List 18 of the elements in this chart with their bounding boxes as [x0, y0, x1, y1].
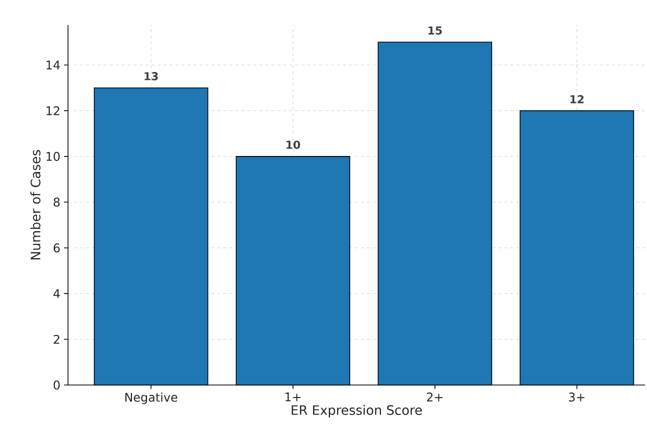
x-tick-label: 2+	[427, 392, 442, 402]
y-tick-label: 4	[53, 289, 60, 298]
y-tick-label: 12	[46, 106, 60, 116]
data-label: 15	[428, 26, 442, 35]
y-tick-label: 6	[54, 243, 60, 252]
data-label: 10	[286, 140, 300, 149]
y-tick-label: 8	[54, 198, 60, 207]
y-axis-title: Number of Cases	[30, 150, 40, 260]
x-tick-label: 1+	[285, 392, 301, 402]
y-tick-label: 10	[46, 152, 60, 161]
x-tick-label: 3+	[568, 392, 584, 402]
y-tick-label: 2	[54, 334, 60, 344]
x-tick-label: Negative	[125, 392, 178, 404]
x-axis-title: ER Expression Score	[292, 404, 422, 418]
y-tick-label: 14	[46, 60, 60, 70]
data-label: 12	[570, 95, 584, 104]
data-label: 13	[144, 72, 158, 80]
y-tick-label: 0	[54, 380, 60, 390]
